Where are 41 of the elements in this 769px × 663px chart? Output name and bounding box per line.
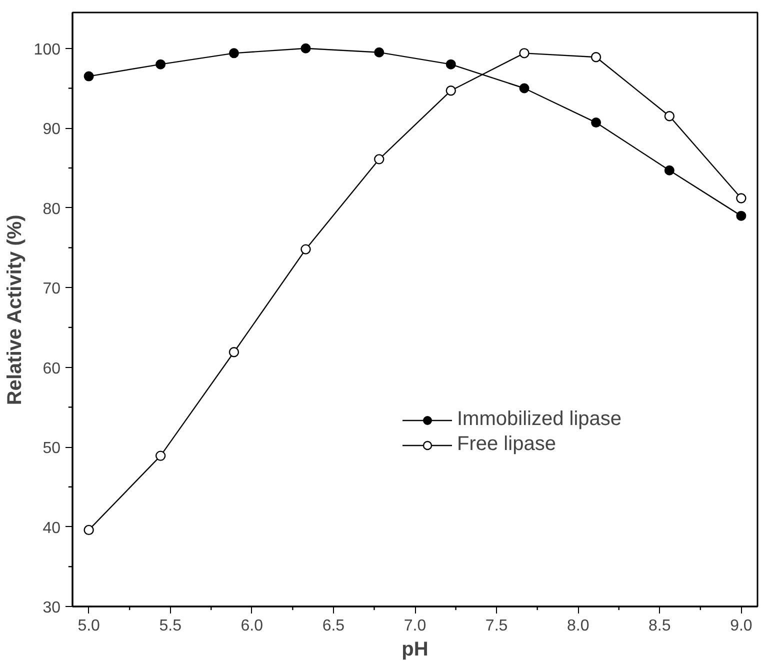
point bbox=[156, 59, 166, 70]
point bbox=[446, 86, 456, 96]
y-tick-label: 90 bbox=[42, 121, 61, 138]
point bbox=[155, 450, 166, 461]
point bbox=[228, 347, 240, 358]
y-tick-label: 40 bbox=[42, 520, 61, 537]
y-tick-label: 80 bbox=[42, 200, 61, 218]
point bbox=[374, 47, 384, 58]
point bbox=[374, 154, 384, 164]
legend-label: Free lipase bbox=[457, 433, 556, 456]
y-axis-title: Relative Activity (%) bbox=[4, 214, 26, 406]
point bbox=[591, 118, 602, 128]
point bbox=[736, 193, 746, 204]
x-tick-label: 6.5 bbox=[322, 618, 345, 634]
x-tick-label: 8.0 bbox=[566, 618, 590, 634]
point bbox=[519, 48, 530, 58]
point bbox=[664, 111, 675, 122]
y-tick-label: 30 bbox=[42, 600, 61, 616]
point bbox=[664, 165, 674, 176]
x-tick-label: 9.0 bbox=[730, 618, 752, 634]
y-tick-label: 100 bbox=[34, 41, 61, 58]
x-tick-label: 8.5 bbox=[648, 618, 671, 634]
point bbox=[736, 210, 746, 221]
point bbox=[300, 43, 311, 54]
point bbox=[590, 52, 602, 62]
x-tick-label: 5.5 bbox=[159, 618, 182, 634]
y-tick-label: 60 bbox=[42, 360, 61, 378]
y-tick-label: 70 bbox=[42, 280, 61, 298]
x-tick-label: 7.0 bbox=[404, 618, 426, 634]
legend-label: Immobilized lipase bbox=[457, 408, 622, 431]
point bbox=[519, 83, 530, 94]
x-tick-label: 7.5 bbox=[485, 618, 508, 634]
y-tick-label: 50 bbox=[42, 440, 61, 458]
x-tick-label: 6.0 bbox=[240, 618, 264, 634]
point bbox=[84, 71, 94, 82]
x-axis-title: pH bbox=[402, 638, 428, 660]
point bbox=[446, 59, 456, 70]
point bbox=[84, 524, 94, 536]
point bbox=[228, 48, 239, 58]
x-tick-label: 5.0 bbox=[78, 618, 100, 634]
point bbox=[300, 244, 311, 254]
